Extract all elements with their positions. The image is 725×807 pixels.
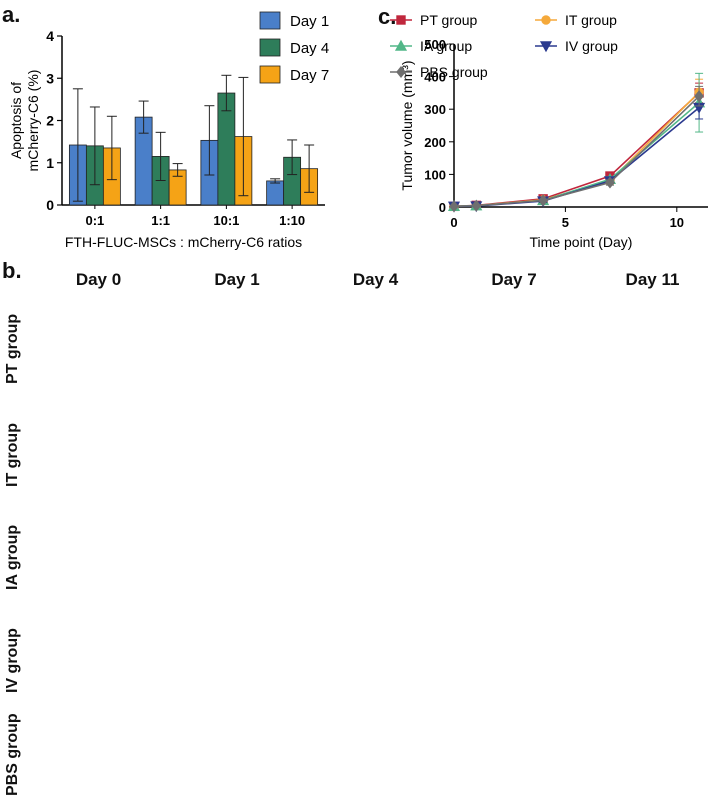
y-axis-label: Tumor volume (mm³) bbox=[399, 60, 415, 190]
tumor-volume-line-chart: 0 100 200 300 400 500 0 5 10 Tumor volume (mm³) Ti… bbox=[390, 12, 708, 250]
legend-label: PBS group bbox=[420, 64, 488, 80]
panel-a-label: a. bbox=[2, 2, 21, 27]
row-label: PBS group bbox=[4, 712, 21, 796]
legend-label: Day 4 bbox=[290, 40, 329, 57]
legend-label: PT group bbox=[420, 12, 478, 28]
data-point bbox=[471, 199, 482, 212]
bar-day-1 bbox=[266, 180, 285, 206]
column-header: Day 7 bbox=[491, 270, 537, 289]
row-label: IT group bbox=[4, 422, 21, 487]
column-header: Day 11 bbox=[625, 270, 680, 289]
column-header: Day 0 bbox=[75, 270, 122, 289]
y-axis-label-line1: Apoptosis of bbox=[8, 82, 24, 159]
data-point bbox=[605, 176, 615, 189]
x-tick-label: 0 bbox=[450, 215, 457, 230]
x-tick-label: 1:1 bbox=[151, 213, 170, 228]
y-axis-label: Apoptosis ofmCherry-C6 (%) bbox=[8, 70, 41, 172]
panel-c-label: c. bbox=[378, 4, 397, 29]
row-label: IA group bbox=[4, 524, 21, 590]
y-tick-label: 300 bbox=[424, 102, 446, 117]
legend-label: IA group bbox=[420, 38, 472, 54]
legend-marker bbox=[396, 66, 406, 78]
legend-marker bbox=[541, 15, 551, 25]
data-point bbox=[538, 194, 548, 207]
x-tick-label: 10 bbox=[670, 215, 684, 230]
apoptosis-bar-chart: 0 1 2 3 4 0:1 1:1 10:1 1:10 Apoptosis ofmCherry-C… bbox=[8, 11, 329, 250]
y-tick-label: 500 bbox=[424, 37, 446, 52]
legend-marker bbox=[539, 41, 553, 53]
column-header: Day 4 bbox=[352, 270, 399, 289]
data-point bbox=[449, 200, 459, 213]
y-tick-label: 0 bbox=[439, 200, 446, 215]
y-tick-label: 0 bbox=[46, 197, 54, 213]
x-tick-label: 1:10 bbox=[279, 213, 305, 228]
x-axis-label: Time point (Day) bbox=[530, 234, 633, 250]
y-tick-label: 400 bbox=[424, 70, 446, 85]
mri-grid: Day 0 Day 1 Day 4 Day 7 Day 11 PT group IT gro… bbox=[0, 268, 725, 807]
legend-label: Day 1 bbox=[290, 13, 329, 30]
legend-marker bbox=[394, 39, 408, 51]
data-point bbox=[694, 90, 704, 103]
y-tick-label: 4 bbox=[46, 28, 54, 44]
row-label: PT group bbox=[4, 313, 21, 384]
y-tick-label: 3 bbox=[46, 70, 54, 86]
panel-b-label: b. bbox=[2, 258, 22, 283]
legend-swatch bbox=[259, 38, 281, 57]
column-header: Day 1 bbox=[214, 270, 260, 289]
y-tick-label: 1 bbox=[46, 155, 54, 171]
legend-marker bbox=[396, 15, 406, 25]
legend-swatch bbox=[259, 65, 281, 84]
x-tick-label: 0:1 bbox=[85, 213, 104, 228]
y-tick-label: 2 bbox=[46, 113, 54, 129]
y-axis-label-line2: mCherry-C6 (%) bbox=[25, 70, 41, 172]
legend-label: IT group bbox=[565, 12, 617, 28]
y-tick-label: 100 bbox=[424, 167, 446, 182]
row-label: IV group bbox=[4, 627, 21, 693]
legend-swatch bbox=[259, 11, 281, 30]
x-tick-label: 10:1 bbox=[213, 213, 239, 228]
legend-label: Day 7 bbox=[290, 67, 329, 84]
legend-label: IV group bbox=[565, 38, 618, 54]
x-axis-label: FTH-FLUC-MSCs : mCherry-C6 ratios bbox=[65, 234, 302, 250]
y-tick-label: 200 bbox=[424, 135, 446, 150]
x-tick-label: 5 bbox=[562, 215, 569, 230]
